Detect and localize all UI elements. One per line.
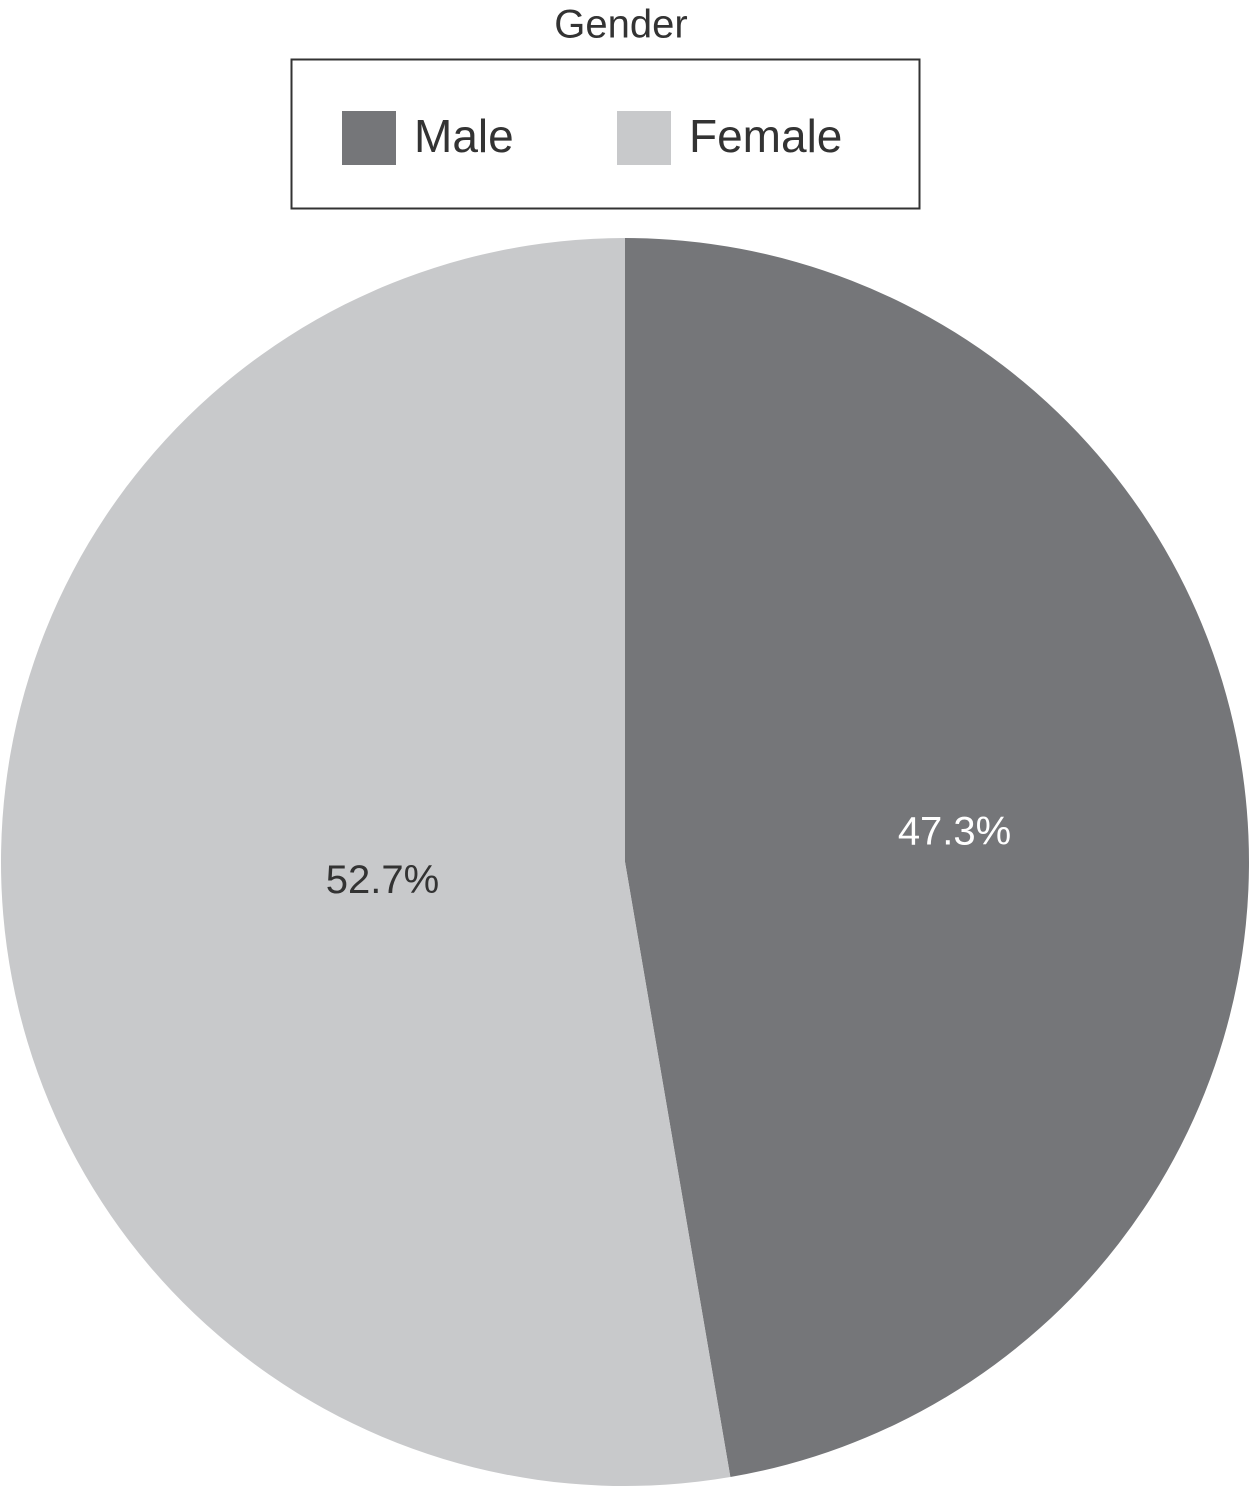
legend-swatch: [342, 111, 396, 165]
legend-label: Male: [414, 110, 514, 162]
pie-slice: [1, 238, 731, 1486]
legend-swatch: [617, 111, 671, 165]
value-label: 47.3%: [898, 810, 1011, 854]
value-label: 52.7%: [326, 858, 439, 902]
pie-slice: [625, 238, 1250, 1478]
legend-box: [290, 58, 921, 210]
chart-title: Gender: [554, 3, 687, 47]
legend-label: Female: [689, 110, 842, 162]
